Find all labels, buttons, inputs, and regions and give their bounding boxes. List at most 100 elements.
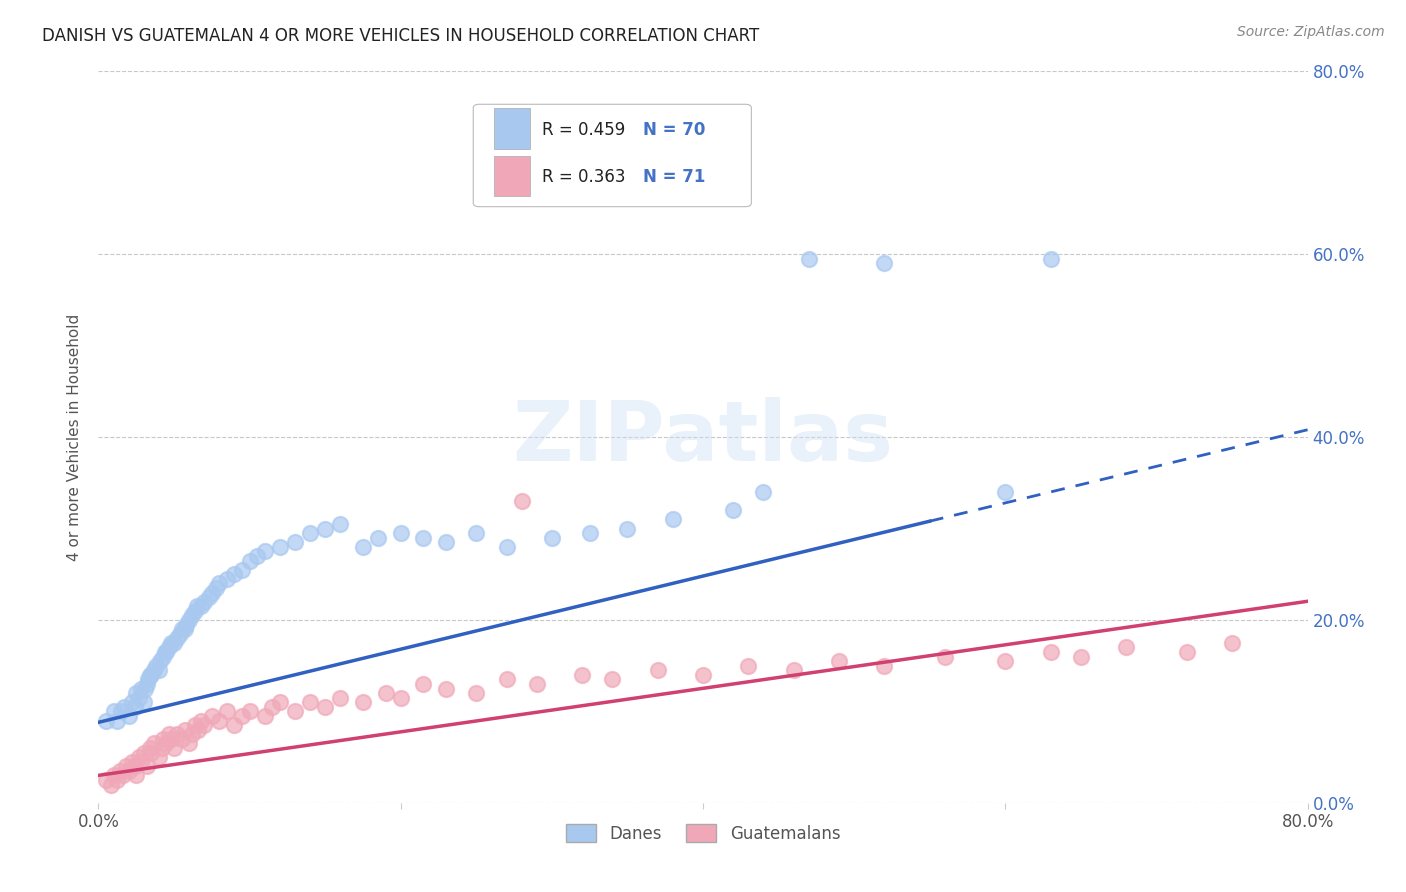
Point bbox=[103, 705, 125, 719]
Point bbox=[314, 521, 336, 535]
Text: ZIPatlas: ZIPatlas bbox=[513, 397, 893, 477]
Point bbox=[124, 759, 146, 773]
Point bbox=[510, 494, 533, 508]
Point bbox=[193, 594, 215, 608]
Point bbox=[367, 531, 389, 545]
Point bbox=[163, 636, 186, 650]
Point bbox=[152, 649, 174, 664]
Point bbox=[125, 768, 148, 782]
Point bbox=[201, 709, 224, 723]
Point bbox=[141, 667, 163, 681]
Point bbox=[94, 772, 117, 787]
Point bbox=[239, 705, 262, 719]
Y-axis label: 4 or more Vehicles in Household: 4 or more Vehicles in Household bbox=[67, 313, 83, 561]
Point bbox=[465, 686, 488, 700]
Point bbox=[1070, 649, 1092, 664]
Point bbox=[253, 544, 276, 558]
Point bbox=[105, 714, 128, 728]
Point bbox=[246, 549, 269, 563]
Point bbox=[179, 613, 201, 627]
Point bbox=[136, 673, 159, 687]
Point bbox=[201, 585, 224, 599]
Point bbox=[299, 695, 322, 709]
Point bbox=[1175, 645, 1198, 659]
Point bbox=[118, 709, 141, 723]
Point bbox=[173, 723, 195, 737]
Point bbox=[828, 654, 851, 668]
Point bbox=[269, 695, 291, 709]
Point bbox=[540, 531, 562, 545]
Point bbox=[170, 622, 193, 636]
Point bbox=[578, 526, 600, 541]
Point bbox=[1220, 636, 1243, 650]
Point bbox=[465, 526, 488, 541]
Point bbox=[616, 521, 638, 535]
Point bbox=[114, 759, 136, 773]
Point bbox=[208, 714, 231, 728]
Point bbox=[873, 256, 896, 270]
Point bbox=[141, 746, 163, 760]
Point bbox=[571, 667, 593, 681]
Point bbox=[231, 709, 253, 723]
Point bbox=[121, 755, 143, 769]
Point bbox=[139, 740, 162, 755]
Point bbox=[205, 581, 228, 595]
Point bbox=[149, 654, 172, 668]
Point bbox=[132, 746, 155, 760]
Point bbox=[208, 576, 231, 591]
Point bbox=[783, 663, 806, 677]
Point bbox=[197, 590, 219, 604]
Point bbox=[284, 705, 307, 719]
Point bbox=[159, 640, 181, 655]
Text: R = 0.459: R = 0.459 bbox=[543, 120, 626, 138]
Point bbox=[224, 718, 246, 732]
Point bbox=[352, 695, 374, 709]
Point bbox=[224, 567, 246, 582]
Point bbox=[190, 599, 212, 614]
Point bbox=[143, 736, 166, 750]
Point bbox=[155, 736, 177, 750]
Point bbox=[179, 736, 201, 750]
Point bbox=[1039, 252, 1062, 266]
Text: Source: ZipAtlas.com: Source: ZipAtlas.com bbox=[1237, 25, 1385, 39]
Point bbox=[169, 626, 191, 640]
Point bbox=[111, 768, 134, 782]
Point bbox=[105, 772, 128, 787]
Point bbox=[314, 699, 336, 714]
Text: N = 71: N = 71 bbox=[643, 168, 704, 186]
Point bbox=[135, 759, 157, 773]
Point bbox=[1039, 645, 1062, 659]
Point bbox=[412, 531, 434, 545]
Point bbox=[284, 535, 307, 549]
Point bbox=[389, 690, 412, 705]
Point bbox=[148, 663, 170, 677]
Point bbox=[186, 599, 208, 614]
Point bbox=[797, 252, 820, 266]
Point bbox=[100, 778, 122, 792]
FancyBboxPatch shape bbox=[474, 104, 751, 207]
Point bbox=[723, 503, 745, 517]
Point bbox=[145, 658, 167, 673]
Point bbox=[181, 608, 204, 623]
Point bbox=[737, 658, 759, 673]
Point bbox=[239, 553, 262, 567]
Point bbox=[128, 750, 150, 764]
Text: R = 0.363: R = 0.363 bbox=[543, 168, 626, 186]
Point bbox=[121, 695, 143, 709]
Point bbox=[661, 512, 683, 526]
Point bbox=[159, 727, 181, 741]
Point bbox=[139, 667, 162, 681]
Point bbox=[190, 714, 212, 728]
Point bbox=[994, 485, 1017, 500]
Point bbox=[118, 764, 141, 778]
Point bbox=[526, 677, 548, 691]
Point bbox=[329, 690, 352, 705]
Point bbox=[103, 768, 125, 782]
Bar bbox=[494, 108, 530, 149]
Point bbox=[193, 718, 215, 732]
Point bbox=[173, 622, 195, 636]
Point bbox=[108, 764, 131, 778]
Point bbox=[94, 714, 117, 728]
Point bbox=[150, 740, 173, 755]
Point bbox=[124, 699, 146, 714]
